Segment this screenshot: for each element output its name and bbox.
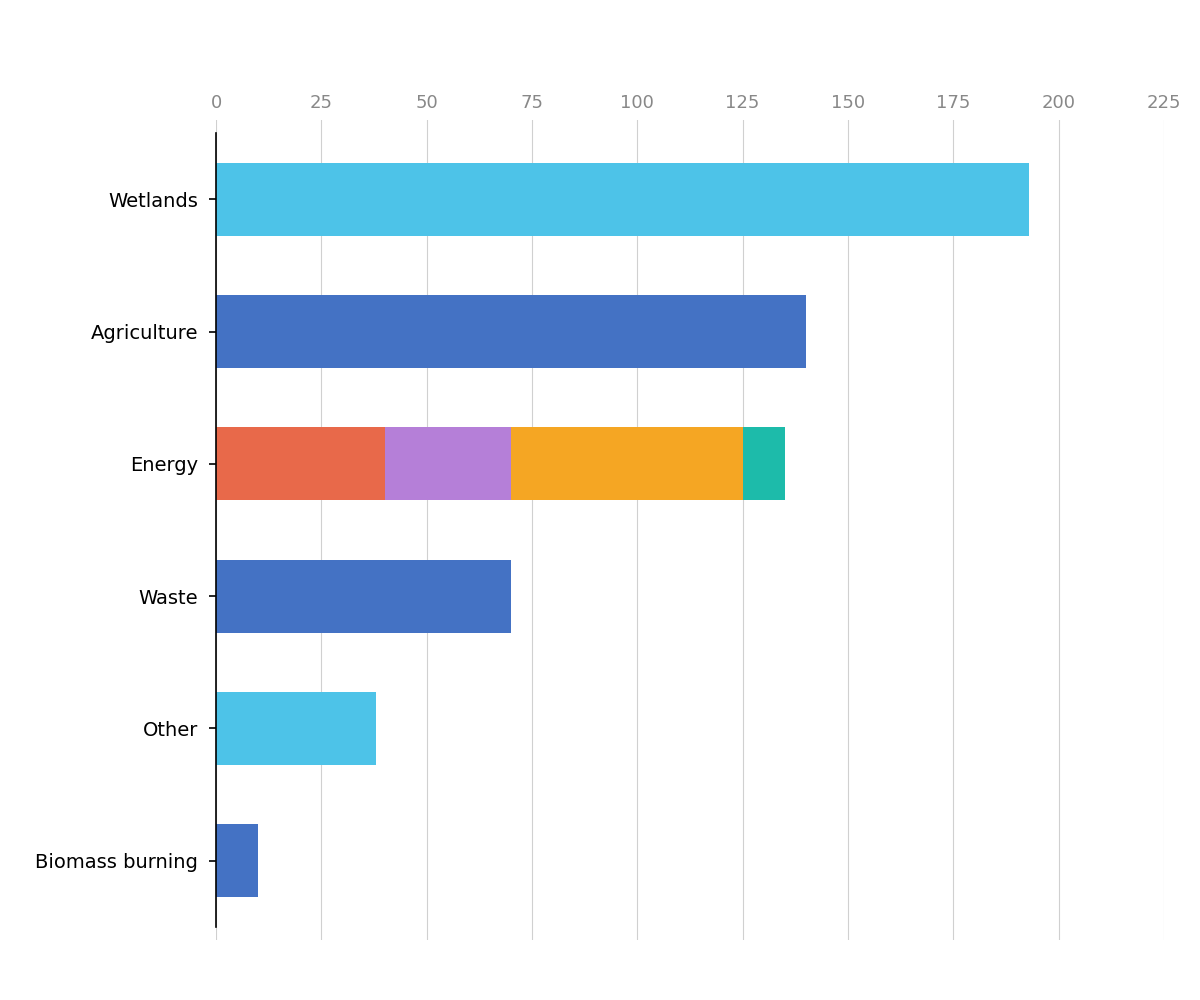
Bar [511, 428, 743, 500]
Bar [216, 163, 1030, 236]
Bar [743, 428, 785, 500]
Bar [216, 295, 806, 368]
Bar [384, 428, 511, 500]
Bar [216, 560, 511, 633]
Bar [216, 428, 384, 500]
Bar [216, 692, 376, 765]
Bar [216, 824, 258, 897]
